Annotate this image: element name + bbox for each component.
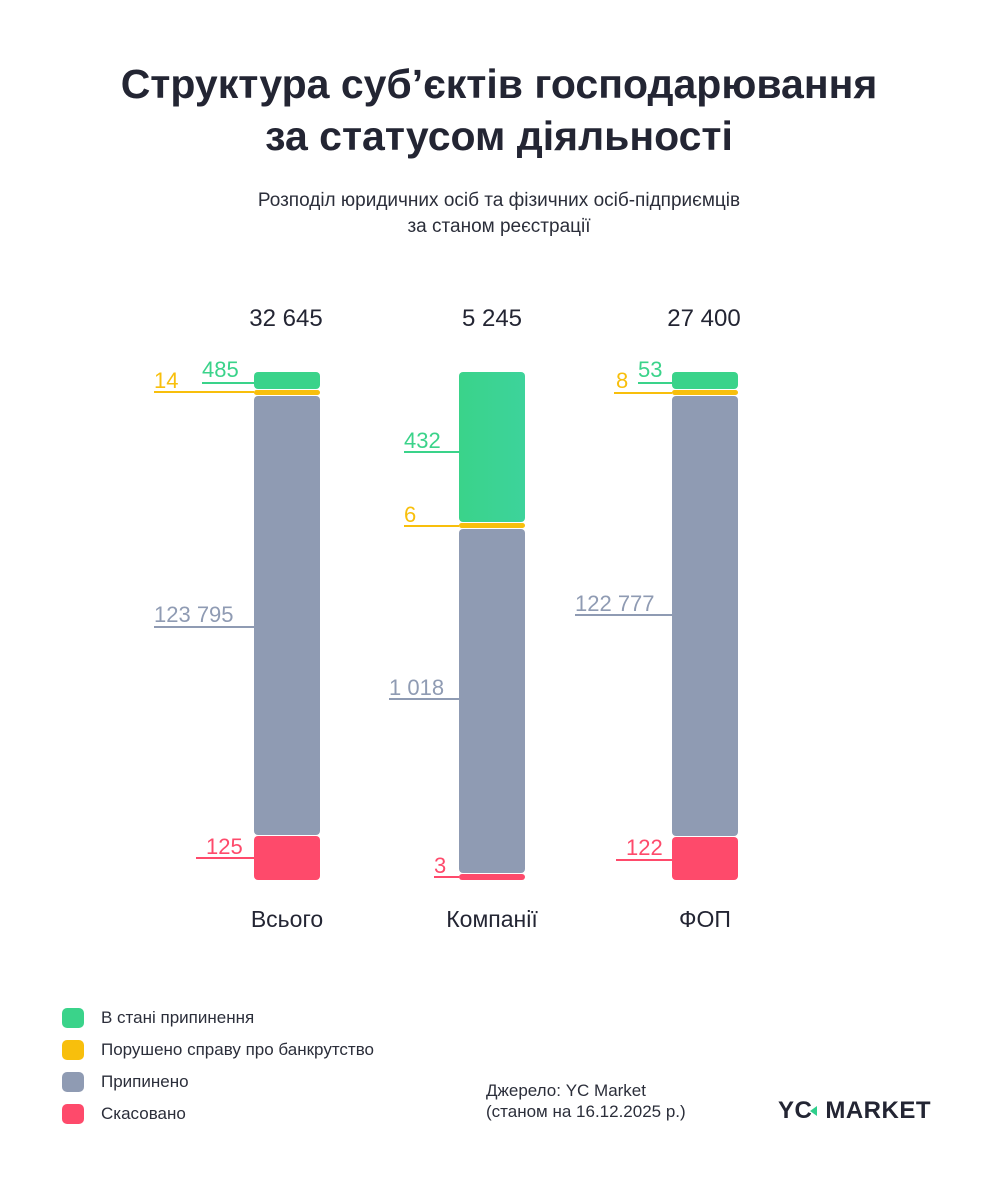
chart-subtitle: Розподіл юридичних осіб та фізичних осіб… bbox=[0, 188, 998, 240]
logo-arrow-icon bbox=[810, 1106, 818, 1116]
chart-title: Структура суб’єктів господарювання за ст… bbox=[0, 58, 998, 162]
source-note: Джерело: YC Market (станом на 16.12.2025… bbox=[486, 1080, 686, 1122]
segment-terminated bbox=[254, 396, 320, 835]
segment-bankruptcy bbox=[254, 390, 320, 395]
segment-cancelled bbox=[459, 874, 525, 880]
legend-item-bankruptcy: Порушено справу про банкрутство bbox=[62, 1034, 374, 1066]
segment-terminated bbox=[672, 396, 738, 836]
bar-all bbox=[254, 372, 320, 880]
segment-bankruptcy bbox=[672, 390, 738, 395]
total-label-all: 32 645 bbox=[249, 305, 323, 332]
value-label-terminating: 53 bbox=[638, 357, 663, 382]
subtitle-line-1: Розподіл юридичних осіб та фізичних осіб… bbox=[257, 190, 741, 211]
legend-label: В стані припинення bbox=[101, 1008, 255, 1027]
leader-line bbox=[154, 391, 254, 393]
leader-line bbox=[575, 614, 672, 616]
category-label-companies: Компанії bbox=[446, 906, 538, 932]
leader-line bbox=[614, 392, 672, 394]
source-line-2: (станом на 16.12.2025 р.) bbox=[486, 1102, 686, 1121]
legend-label: Скасовано bbox=[101, 1104, 186, 1123]
legend-swatch bbox=[62, 1008, 84, 1028]
bar-fop bbox=[672, 372, 738, 880]
legend-item-terminated: Припинено bbox=[62, 1066, 374, 1098]
value-label-terminating: 432 bbox=[404, 428, 441, 453]
leader-line bbox=[202, 382, 254, 384]
segment-cancelled bbox=[254, 836, 320, 880]
value-label-terminated: 123 795 bbox=[154, 602, 234, 627]
value-label-cancelled: 3 bbox=[434, 853, 447, 878]
logo-text-left: YC bbox=[778, 1097, 813, 1124]
brand-logo: YC MARKET bbox=[778, 1097, 931, 1125]
bar-companies bbox=[459, 372, 525, 880]
leader-line bbox=[404, 525, 459, 527]
leader-line bbox=[154, 626, 254, 628]
legend-swatch bbox=[62, 1040, 84, 1060]
title-line-1: Структура суб’єктів господарювання bbox=[120, 61, 878, 107]
logo-text-right: MARKET bbox=[825, 1097, 931, 1124]
segment-bankruptcy bbox=[459, 523, 525, 528]
value-label-bankruptcy: 8 bbox=[616, 368, 629, 393]
leader-line bbox=[434, 876, 459, 878]
value-label-bankruptcy: 14 bbox=[154, 368, 179, 393]
total-label-fop: 27 400 bbox=[667, 305, 741, 332]
value-label-cancelled: 125 bbox=[206, 834, 243, 859]
value-label-cancelled: 122 bbox=[626, 835, 663, 860]
leader-line bbox=[404, 451, 459, 453]
leader-line bbox=[616, 859, 672, 861]
value-label-bankruptcy: 6 bbox=[404, 502, 417, 527]
value-label-terminated: 122 777 bbox=[575, 591, 655, 616]
legend: В стані припинення Порушено справу про б… bbox=[62, 1002, 374, 1130]
legend-item-cancelled: Скасовано bbox=[62, 1098, 374, 1130]
segment-terminating bbox=[254, 372, 320, 389]
subtitle-line-2: за станом реєстрації bbox=[407, 216, 591, 237]
leader-line bbox=[638, 382, 672, 384]
segment-cancelled bbox=[672, 837, 738, 880]
leader-line bbox=[196, 857, 254, 859]
legend-swatch bbox=[62, 1104, 84, 1124]
segment-terminated bbox=[459, 529, 525, 873]
category-label-fop: ФОП bbox=[679, 906, 731, 932]
legend-swatch bbox=[62, 1072, 84, 1092]
value-label-terminating: 485 bbox=[202, 357, 239, 382]
legend-label: Порушено справу про банкрутство bbox=[101, 1040, 374, 1059]
source-line-1: Джерело: YC Market bbox=[486, 1081, 646, 1100]
segment-terminating bbox=[459, 372, 525, 522]
total-label-companies: 5 245 bbox=[461, 305, 523, 332]
value-label-terminated: 1 018 bbox=[389, 675, 445, 700]
category-label-all: Всього bbox=[250, 906, 324, 932]
title-line-2: за статусом діяльності bbox=[265, 113, 733, 159]
leader-line bbox=[389, 698, 459, 700]
segment-terminating bbox=[672, 372, 738, 389]
legend-label: Припинено bbox=[101, 1072, 189, 1091]
legend-item-terminating: В стані припинення bbox=[62, 1002, 374, 1034]
